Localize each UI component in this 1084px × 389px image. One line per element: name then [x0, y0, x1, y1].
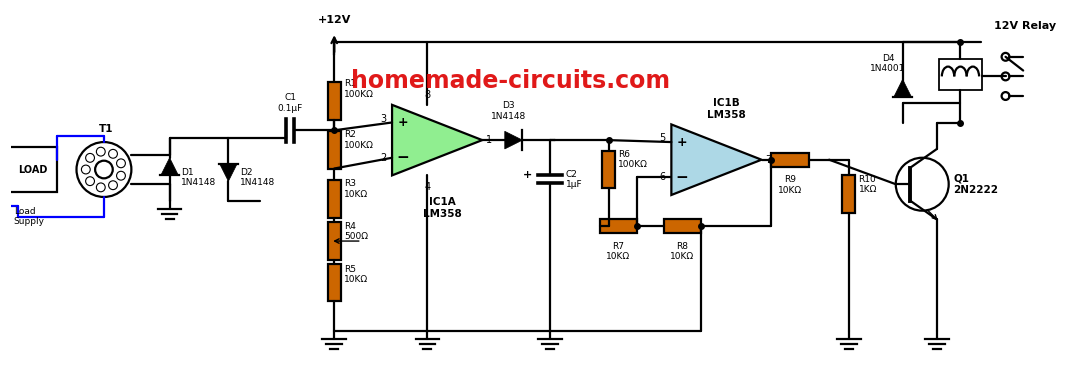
Text: −: − — [397, 150, 410, 165]
FancyBboxPatch shape — [772, 153, 809, 166]
Text: R4
500Ω: R4 500Ω — [344, 222, 369, 241]
Text: +: + — [522, 170, 532, 180]
Text: R7
10KΩ: R7 10KΩ — [606, 242, 631, 261]
Text: LOAD: LOAD — [17, 165, 47, 175]
Text: 5: 5 — [659, 133, 666, 143]
Text: R10
1KΩ: R10 1KΩ — [859, 175, 877, 194]
Polygon shape — [894, 79, 912, 97]
Text: C1
0.1μF: C1 0.1μF — [278, 93, 302, 113]
Text: +12V: +12V — [318, 16, 351, 25]
Text: 2: 2 — [379, 153, 386, 163]
Text: IC1B
LM358: IC1B LM358 — [707, 98, 746, 119]
Text: D2
1N4148: D2 1N4148 — [241, 168, 275, 187]
Text: T1: T1 — [99, 124, 113, 134]
FancyBboxPatch shape — [327, 180, 340, 217]
FancyBboxPatch shape — [327, 82, 340, 119]
Text: R3
10KΩ: R3 10KΩ — [344, 179, 369, 199]
Text: R5
10KΩ: R5 10KΩ — [344, 265, 369, 284]
Text: homemade-circuits.com: homemade-circuits.com — [351, 69, 670, 93]
Text: D4
1N4001: D4 1N4001 — [870, 54, 905, 74]
FancyBboxPatch shape — [327, 223, 340, 260]
Text: IC1A
LM358: IC1A LM358 — [423, 197, 462, 219]
Text: Load
Supply: Load Supply — [14, 207, 44, 226]
Text: 1: 1 — [486, 135, 492, 145]
Polygon shape — [392, 105, 482, 175]
Text: R2
100KΩ: R2 100KΩ — [344, 130, 374, 150]
Text: 7: 7 — [765, 155, 772, 165]
FancyBboxPatch shape — [8, 147, 56, 191]
FancyBboxPatch shape — [327, 131, 340, 168]
FancyBboxPatch shape — [599, 219, 637, 233]
Text: R1
100KΩ: R1 100KΩ — [344, 79, 374, 99]
Text: 4: 4 — [424, 182, 430, 192]
Text: +: + — [398, 116, 409, 129]
FancyBboxPatch shape — [842, 175, 855, 213]
Text: 8: 8 — [424, 90, 430, 100]
Text: R6
100KΩ: R6 100KΩ — [619, 150, 648, 170]
FancyBboxPatch shape — [327, 264, 340, 301]
Text: 12V Relay: 12V Relay — [994, 21, 1056, 32]
FancyBboxPatch shape — [603, 151, 615, 188]
Text: +: + — [676, 136, 687, 149]
Polygon shape — [160, 158, 179, 175]
Text: 3: 3 — [380, 114, 386, 124]
Polygon shape — [671, 124, 762, 195]
Text: D1
1N4148: D1 1N4148 — [181, 168, 217, 187]
Polygon shape — [220, 164, 237, 181]
Text: R8
10KΩ: R8 10KΩ — [670, 242, 694, 261]
Text: C2
1μF: C2 1μF — [566, 170, 582, 189]
Text: −: − — [675, 170, 688, 185]
Text: R9
10KΩ: R9 10KΩ — [778, 175, 802, 195]
Text: 6: 6 — [659, 172, 666, 182]
Text: D3
1N4148: D3 1N4148 — [491, 101, 527, 121]
Polygon shape — [505, 131, 522, 149]
FancyBboxPatch shape — [663, 219, 700, 233]
Text: Q1
2N2222: Q1 2N2222 — [954, 173, 998, 195]
